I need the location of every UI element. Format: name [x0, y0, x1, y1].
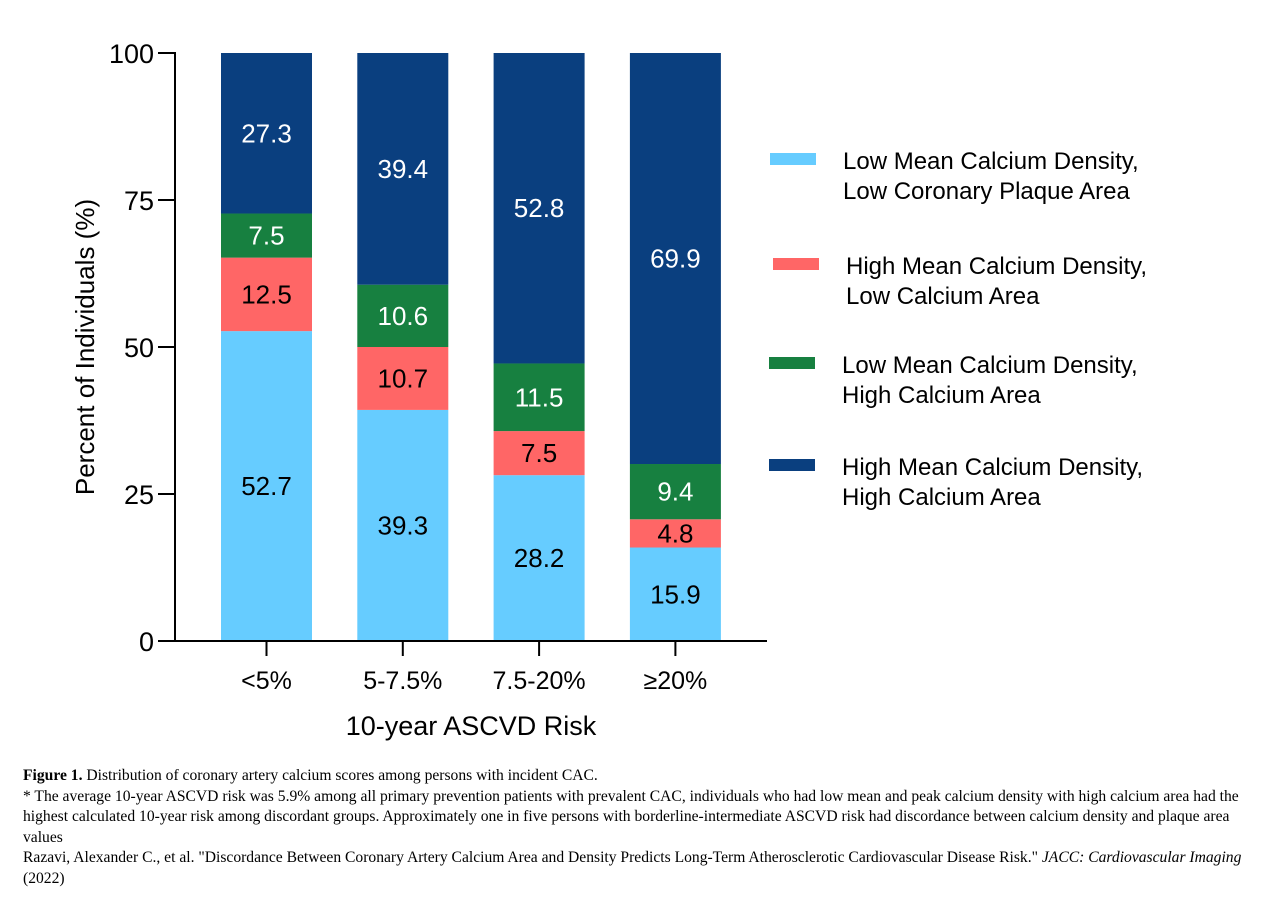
bar-segment	[493, 431, 585, 476]
data-label: 4.8	[657, 518, 693, 548]
y-tick-label: 75	[124, 186, 154, 216]
legend-label: High Calcium Area	[842, 484, 1041, 511]
bars-layer: 52.7 12.5 7.5 27.3 39.3 10.7 10.6 39.4 28.2 7.5 11…	[221, 53, 721, 641]
figure-description: Distribution of coronary artery calcium …	[82, 767, 598, 784]
legend-label: Low Coronary Plaque Area	[843, 178, 1130, 205]
data-label: 7.5	[248, 221, 284, 251]
legend-label: High Mean Calcium Density,	[846, 253, 1147, 280]
bar-segment	[629, 519, 721, 548]
bar-segment	[357, 53, 449, 285]
bar-segment	[221, 53, 312, 214]
data-label: 39.4	[377, 154, 428, 184]
data-label: 10.7	[377, 363, 428, 393]
legend-label: High Mean Calcium Density,	[842, 454, 1143, 481]
x-tick-label: ≥20%	[644, 667, 708, 695]
y-tick-label: 50	[124, 333, 154, 363]
x-axis-label: 10-year ASCVD Risk	[346, 711, 597, 741]
data-label: 27.3	[241, 118, 292, 148]
legend-label: Low Calcium Area	[846, 283, 1040, 310]
legend-label: Low Mean Calcium Density,	[843, 148, 1139, 175]
caption-title-line: Figure 1. Distribution of coronary arter…	[23, 766, 1248, 787]
y-axis-label: Percent of Individuals (%)	[70, 199, 100, 495]
data-label: 69.9	[650, 244, 701, 274]
y-tick-label: 0	[139, 627, 154, 657]
data-label: 9.4	[657, 477, 693, 507]
x-tick-label: <5%	[241, 667, 292, 695]
data-label: 10.6	[377, 301, 428, 331]
data-label: 12.5	[241, 279, 292, 309]
data-label: 39.3	[377, 510, 428, 540]
data-label: 11.5	[515, 382, 564, 412]
citation-journal: JACC: Cardiovascular Imaging	[1041, 849, 1242, 867]
bar-segment	[493, 475, 585, 641]
caption-note: * The average 10-year ASCVD risk was 5.9…	[23, 787, 1239, 846]
bar-segment	[357, 284, 449, 347]
bar-segment	[493, 363, 585, 432]
axes-layer: 0 25 50 75 100 <5% 5-7.5% 7.5-20% ≥20%	[109, 39, 767, 695]
data-label: 7.5	[521, 438, 557, 468]
bar-segment	[221, 257, 312, 332]
figure-caption: Figure 1. Distribution of coronary arter…	[23, 766, 1248, 890]
bar-segment	[357, 347, 449, 410]
legend-label: Low Mean Calcium Density,	[842, 352, 1138, 379]
citation-text: Razavi, Alexander C., et al. "Discordanc…	[23, 849, 1042, 867]
data-label: 28.2	[514, 543, 565, 573]
bar-segment	[629, 53, 721, 465]
x-tick-label: 5-7.5%	[363, 667, 442, 695]
x-tick-label: 7.5-20%	[493, 667, 586, 695]
stacked-bar-chart: 52.7 12.5 7.5 27.3 39.3 10.7 10.6 39.4 28.2 7.5 11…	[70, 39, 1147, 741]
bar-segment	[629, 464, 721, 520]
bar-segment	[357, 409, 449, 641]
bar-segment	[221, 213, 312, 258]
bar-segment	[629, 547, 721, 641]
data-label: 15.9	[650, 579, 701, 609]
caption-citation: Razavi, Alexander C., et al. "Discordanc…	[23, 848, 1248, 889]
legend-swatch	[773, 258, 819, 270]
legend-swatch	[770, 153, 816, 165]
legend-label: High Calcium Area	[842, 382, 1041, 409]
legend-swatch	[769, 357, 815, 369]
legend-swatch	[769, 459, 815, 471]
citation-year: (2022)	[23, 869, 65, 887]
data-label: 52.7	[241, 471, 292, 501]
data-label: 52.8	[514, 193, 565, 223]
y-tick-label: 100	[109, 39, 154, 69]
legend: Low Mean Calcium Density, Low Coronary Pl…	[769, 148, 1147, 511]
bar-segment	[493, 53, 585, 364]
bar-segment	[221, 331, 312, 641]
y-tick-label: 25	[124, 480, 154, 510]
figure-label: Figure 1.	[23, 767, 83, 784]
